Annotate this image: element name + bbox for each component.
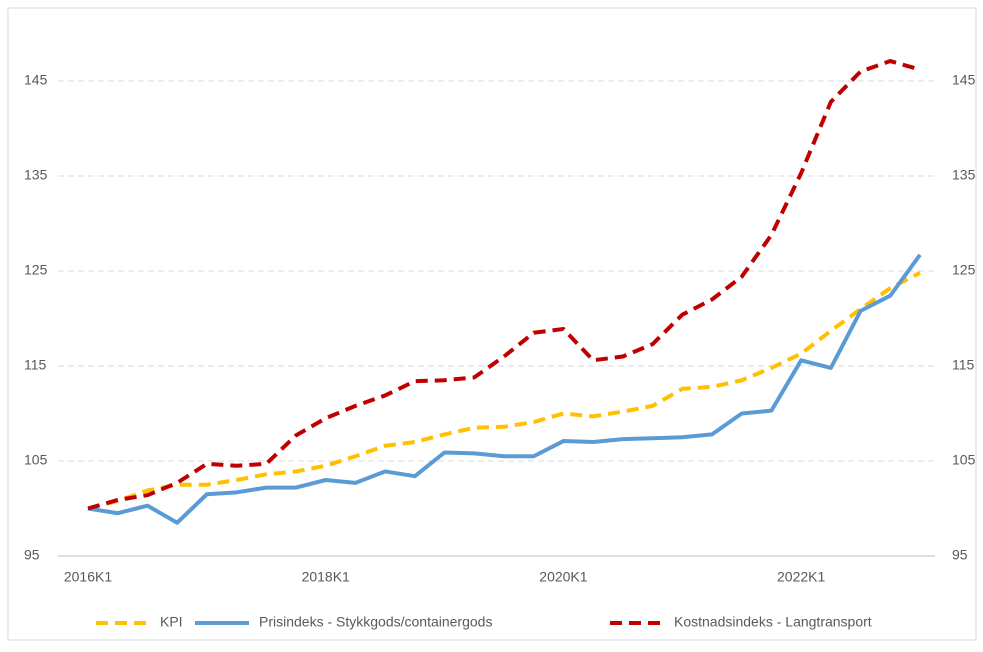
x-tick-label: 2018K1 [302, 569, 350, 585]
y-tick-label: 95 [24, 547, 40, 563]
y-tick-label: 125 [24, 262, 48, 278]
x-tick-label: 2022K1 [777, 569, 825, 585]
legend-label: KPI [160, 614, 183, 630]
y-tick-label: 145 [24, 72, 48, 88]
y-tick-label: 115 [24, 357, 47, 373]
y2-tick-label: 105 [952, 452, 976, 468]
series-line [87, 271, 921, 511]
legend-label: Prisindeks - Stykkgods/containergods [259, 614, 492, 630]
x-tick-label: 2016K1 [64, 569, 112, 585]
y2-tick-label: 145 [952, 72, 976, 88]
legend-label: Kostnadsindeks - Langtransport [674, 614, 872, 630]
x-tick-label: 2020K1 [539, 569, 587, 585]
chart-frame [7, 7, 977, 641]
series-line [87, 253, 922, 525]
y2-tick-label: 115 [952, 357, 975, 373]
y2-tick-label: 135 [952, 167, 976, 183]
y-tick-label: 105 [24, 452, 48, 468]
y2-tick-label: 125 [952, 262, 976, 278]
y2-tick-label: 95 [952, 547, 968, 563]
series-line [87, 59, 921, 511]
y-tick-label: 135 [24, 167, 48, 183]
